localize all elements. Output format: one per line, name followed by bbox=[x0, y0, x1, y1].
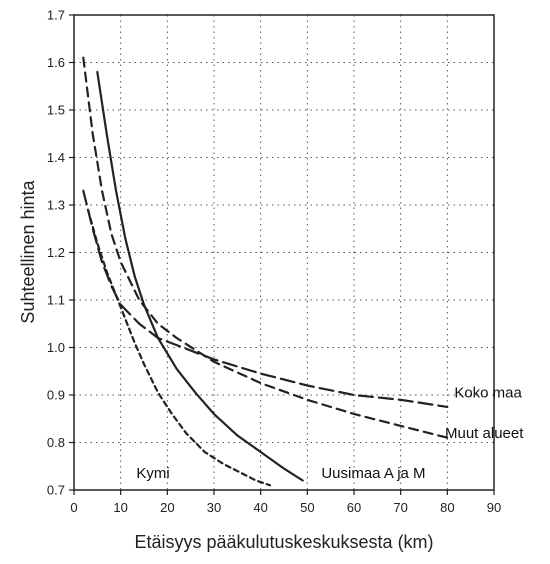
series-line-uusimaa-a-ja-m bbox=[96, 70, 304, 482]
y-tick-label: 1.4 bbox=[47, 150, 65, 165]
series-lines bbox=[82, 56, 449, 487]
series-label-kymi: Kymi bbox=[136, 465, 169, 482]
x-tick-label: 60 bbox=[347, 500, 361, 515]
series-line-kymi bbox=[86, 208, 272, 487]
series-label-muut-alueet: Muut alueet bbox=[445, 425, 524, 442]
x-tick-label: 20 bbox=[160, 500, 174, 515]
series-line-koko-maa bbox=[82, 189, 449, 408]
x-tick-label: 80 bbox=[440, 500, 454, 515]
y-tick-label: 0.7 bbox=[47, 483, 65, 498]
series-line-muut-alueet bbox=[82, 56, 449, 439]
series-label-koko-maa: Koko maa bbox=[454, 384, 522, 401]
y-tick-label: 0.8 bbox=[47, 435, 65, 450]
x-tick-label: 10 bbox=[113, 500, 127, 515]
y-tick-label: 1.2 bbox=[47, 245, 65, 260]
x-axis-title: Etäisyys pääkulutuskeskuksesta (km) bbox=[134, 532, 433, 552]
x-tick-label: 70 bbox=[393, 500, 407, 515]
y-tick-label: 0.9 bbox=[47, 388, 65, 403]
y-tick-label: 1.1 bbox=[47, 293, 65, 308]
x-tick-label: 0 bbox=[70, 500, 77, 515]
x-tick-label: 50 bbox=[300, 500, 314, 515]
y-tick-label: 1.5 bbox=[47, 103, 65, 118]
y-axis-title: Suhteellinen hinta bbox=[18, 179, 38, 323]
y-tick-label: 1.7 bbox=[47, 8, 65, 23]
series-label-uusimaa-a-ja-m: Uusimaa A ja M bbox=[321, 465, 425, 482]
series-labels: Koko maa Muut alueet Uusimaa A ja M Kymi bbox=[136, 384, 524, 482]
y-axis-ticks: 0.7 0.8 0.9 1.0 1.1 1.2 1.3 1.4 1.5 1.6 1.7 bbox=[47, 8, 74, 498]
y-tick-label: 1.0 bbox=[47, 340, 65, 355]
grid bbox=[74, 15, 494, 490]
x-axis-ticks: 0 10 20 30 40 50 60 70 80 90 bbox=[70, 490, 501, 515]
x-tick-label: 40 bbox=[253, 500, 267, 515]
y-tick-label: 1.3 bbox=[47, 198, 65, 213]
y-tick-label: 1.6 bbox=[47, 55, 65, 70]
x-tick-label: 30 bbox=[207, 500, 221, 515]
x-tick-label: 90 bbox=[487, 500, 501, 515]
